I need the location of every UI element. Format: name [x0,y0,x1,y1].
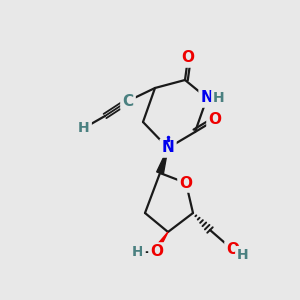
Text: H: H [132,245,144,259]
Text: O: O [151,244,164,260]
Text: -: - [144,245,150,259]
Text: N: N [162,140,174,155]
Polygon shape [157,148,168,174]
Text: H: H [78,121,90,135]
Polygon shape [149,232,168,258]
Text: O: O [208,112,221,128]
Text: H: H [213,91,225,105]
Text: C: C [122,94,134,109]
Text: H: H [237,248,249,262]
Text: O: O [182,50,194,65]
Text: O: O [226,242,239,257]
Text: O: O [179,176,193,190]
Text: N: N [201,91,213,106]
